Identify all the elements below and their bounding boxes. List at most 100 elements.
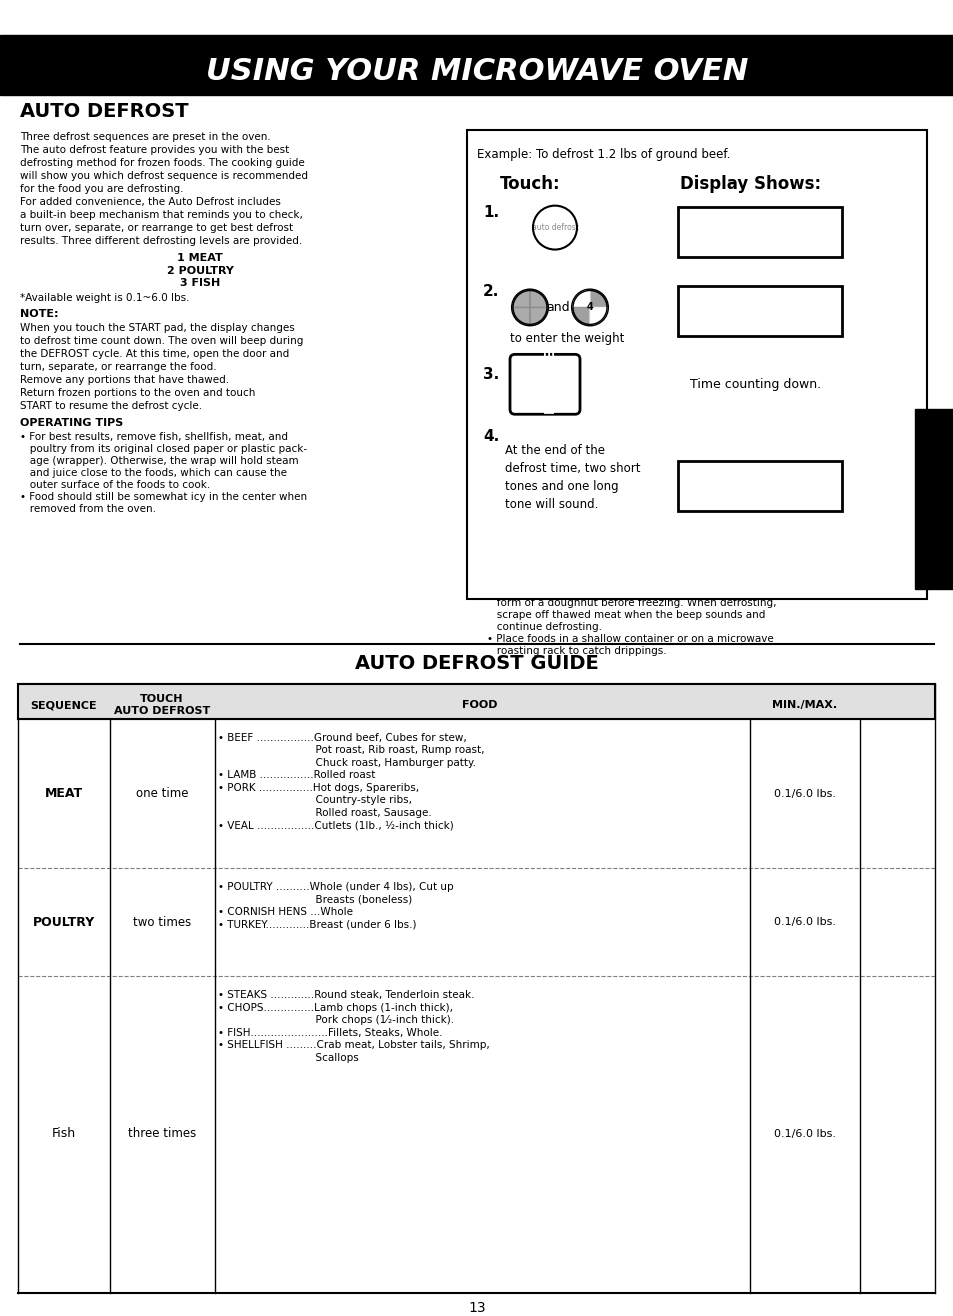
Text: 13: 13: [468, 1300, 485, 1315]
Text: for the food you are defrosting.: for the food you are defrosting.: [20, 184, 183, 193]
FancyBboxPatch shape: [510, 354, 579, 415]
Text: Pork chops (1⁄₂-inch thick).: Pork chops (1⁄₂-inch thick).: [218, 1015, 454, 1025]
Text: a built-in beep mechanism that reminds you to check,: a built-in beep mechanism that reminds y…: [20, 209, 302, 220]
Text: *Available weight is 0.1~6.0 lbs.: *Available weight is 0.1~6.0 lbs.: [20, 293, 190, 304]
Text: Pot roast, Rib roast, Rump roast,: Pot roast, Rib roast, Rump roast,: [218, 745, 484, 755]
Text: POULTRY: POULTRY: [32, 916, 95, 929]
Text: • BEEF .................Ground beef, Cubes for stew,: • BEEF .................Ground beef, Cub…: [218, 733, 466, 742]
Text: defrosting method for frozen foods. The cooking guide: defrosting method for frozen foods. The …: [20, 158, 304, 167]
Text: 3: 3: [541, 390, 547, 399]
Text: 0.1/6.0 lbs.: 0.1/6.0 lbs.: [773, 788, 835, 799]
Text: two times: two times: [132, 916, 191, 929]
Wedge shape: [573, 291, 589, 308]
Wedge shape: [589, 291, 606, 308]
Text: 1 MEAT: 1 MEAT: [177, 253, 223, 263]
Text: three times: three times: [128, 1128, 196, 1141]
Text: Display Shows:: Display Shows:: [679, 175, 821, 192]
Wedge shape: [589, 308, 606, 325]
Text: and: and: [546, 301, 569, 315]
Text: and juice close to the foods, which can cause the: and juice close to the foods, which can …: [20, 468, 287, 478]
Text: SEQUENCE: SEQUENCE: [30, 700, 97, 711]
Text: 3 FISH: 3 FISH: [180, 279, 220, 288]
Text: 2 POULTRY: 2 POULTRY: [167, 266, 233, 275]
FancyBboxPatch shape: [678, 461, 841, 511]
Text: results. Three different defrosting levels are provided.: results. Three different defrosting leve…: [20, 236, 302, 246]
Text: • LAMB ................Rolled roast: • LAMB ................Rolled roast: [218, 770, 375, 780]
Text: scrape off thawed meat when the beep sounds and: scrape off thawed meat when the beep sou…: [486, 609, 764, 620]
Text: End: End: [736, 475, 783, 497]
Text: outer surface of the foods to cook.: outer surface of the foods to cook.: [20, 480, 210, 490]
Text: Touch:: Touch:: [499, 175, 560, 192]
Wedge shape: [513, 291, 530, 308]
Text: OPERATING TIPS: OPERATING TIPS: [20, 418, 123, 428]
Text: will show you which defrost sequence is recommended: will show you which defrost sequence is …: [20, 171, 308, 180]
Text: Return frozen portions to the oven and touch: Return frozen portions to the oven and t…: [20, 388, 255, 399]
Bar: [0, 36, 953, 95]
Text: • SHELLFISH .........Crab meat, Lobster tails, Shrimp,: • SHELLFISH .........Crab meat, Lobster …: [218, 1040, 489, 1050]
Text: MEAT: MEAT: [45, 787, 83, 800]
Text: Chuck roast, Hamburger patty.: Chuck roast, Hamburger patty.: [218, 758, 476, 767]
Text: Rolled roast, Sausage.: Rolled roast, Sausage.: [218, 808, 432, 817]
Text: dEF1: dEF1: [727, 220, 791, 243]
Text: Fish: Fish: [51, 1128, 76, 1141]
Text: At the end of the
defrost time, two short
tones and one long
tone will sound.: At the end of the defrost time, two shor…: [504, 445, 639, 511]
FancyBboxPatch shape: [678, 207, 841, 257]
Text: age (wrapper). Otherwise, the wrap will hold steam: age (wrapper). Otherwise, the wrap will …: [20, 457, 298, 466]
Text: turn, separate, or rearrange the food.: turn, separate, or rearrange the food.: [20, 362, 216, 372]
Text: • Place foods in a shallow container or on a microwave: • Place foods in a shallow container or …: [486, 634, 773, 644]
Text: • PORK ................Hot dogs, Spareribs,: • PORK ................Hot dogs, Spareri…: [218, 783, 418, 792]
Text: 0.1/6.0 lbs.: 0.1/6.0 lbs.: [773, 917, 835, 928]
Text: Remove any portions that have thawed.: Remove any portions that have thawed.: [20, 375, 229, 386]
Text: 1.: 1.: [482, 204, 498, 220]
Text: • CHOPS...............Lamb chops (1-inch thick),: • CHOPS...............Lamb chops (1-inch…: [218, 1003, 453, 1013]
Text: • Food should still be somewhat icy in the center when: • Food should still be somewhat icy in t…: [20, 492, 307, 503]
Text: • STEAKS .............Round steak, Tenderloin steak.: • STEAKS .............Round steak, Tende…: [218, 990, 474, 1000]
Text: NOTE:: NOTE:: [20, 309, 58, 320]
Text: • For best results, shape your ground meat into the: • For best results, shape your ground me…: [486, 586, 755, 596]
Text: START: START: [529, 380, 560, 388]
Text: • CORNISH HENS ...Whole: • CORNISH HENS ...Whole: [218, 907, 353, 917]
Text: • POULTRY ..........Whole (under 4 lbs), Cut up: • POULTRY ..........Whole (under 4 lbs),…: [218, 883, 453, 892]
Text: to defrost time count down. The oven will beep during: to defrost time count down. The oven wil…: [20, 337, 303, 346]
Text: continue defrosting.: continue defrosting.: [486, 622, 601, 632]
Text: auto defrost: auto defrost: [531, 224, 578, 232]
Wedge shape: [530, 291, 546, 308]
Text: • VEAL .................Cutlets (1lb., ½-inch thick): • VEAL .................Cutlets (1lb., ½…: [218, 820, 454, 830]
Text: turn over, separate, or rearrange to get best defrost: turn over, separate, or rearrange to get…: [20, 222, 293, 233]
Text: • For best results, remove fish, shellfish, meat, and: • For best results, remove fish, shellfi…: [20, 432, 288, 442]
Wedge shape: [573, 308, 589, 325]
Text: Example: To defrost 1.2 lbs of ground beef.: Example: To defrost 1.2 lbs of ground be…: [476, 147, 730, 161]
Text: removed from the oven.: removed from the oven.: [20, 504, 156, 515]
Text: 4.: 4.: [482, 429, 498, 445]
Text: 1.2: 1.2: [740, 300, 778, 322]
Text: AUTO DEFROST GUIDE: AUTO DEFROST GUIDE: [355, 654, 598, 674]
Text: Three defrost sequences are preset in the oven.: Three defrost sequences are preset in th…: [20, 132, 271, 142]
Text: to enter the weight: to enter the weight: [510, 333, 623, 345]
Bar: [467, 130, 926, 599]
Text: TOUCH
AUTO DEFROST: TOUCH AUTO DEFROST: [113, 694, 210, 716]
Text: Scallops: Scallops: [218, 1053, 358, 1062]
Bar: [914, 409, 953, 590]
Text: 2.: 2.: [482, 284, 498, 300]
Text: roasting rack to catch drippings.: roasting rack to catch drippings.: [486, 646, 666, 655]
Text: When you touch the START pad, the display changes: When you touch the START pad, the displa…: [20, 324, 294, 333]
Text: Breasts (boneless): Breasts (boneless): [218, 895, 412, 905]
Text: START to resume the defrost cycle.: START to resume the defrost cycle.: [20, 401, 202, 412]
Text: poultry from its original closed paper or plastic pack-: poultry from its original closed paper o…: [20, 445, 307, 454]
Text: one time: one time: [135, 787, 188, 800]
Text: 0.1/6.0 lbs.: 0.1/6.0 lbs.: [773, 1129, 835, 1138]
Text: ENGLISH: ENGLISH: [538, 349, 553, 416]
Text: Time counting down.: Time counting down.: [689, 378, 821, 391]
Text: 4: 4: [586, 303, 593, 312]
Bar: [18, 684, 934, 719]
Wedge shape: [513, 308, 530, 325]
Text: Country-style ribs,: Country-style ribs,: [218, 795, 412, 805]
Text: AUTO DEFROST: AUTO DEFROST: [20, 103, 189, 121]
FancyBboxPatch shape: [678, 287, 841, 337]
Text: the DEFROST cycle. At this time, open the door and: the DEFROST cycle. At this time, open th…: [20, 349, 289, 359]
Text: For added convenience, the Auto Defrost includes: For added convenience, the Auto Defrost …: [20, 196, 280, 207]
Text: form of a doughnut before freezing. When defrosting,: form of a doughnut before freezing. When…: [486, 597, 776, 608]
Text: The auto defrost feature provides you with the best: The auto defrost feature provides you wi…: [20, 145, 289, 155]
Text: • TURKEY.............Breast (under 6 lbs.): • TURKEY.............Breast (under 6 lbs…: [218, 920, 416, 930]
Wedge shape: [530, 308, 546, 325]
